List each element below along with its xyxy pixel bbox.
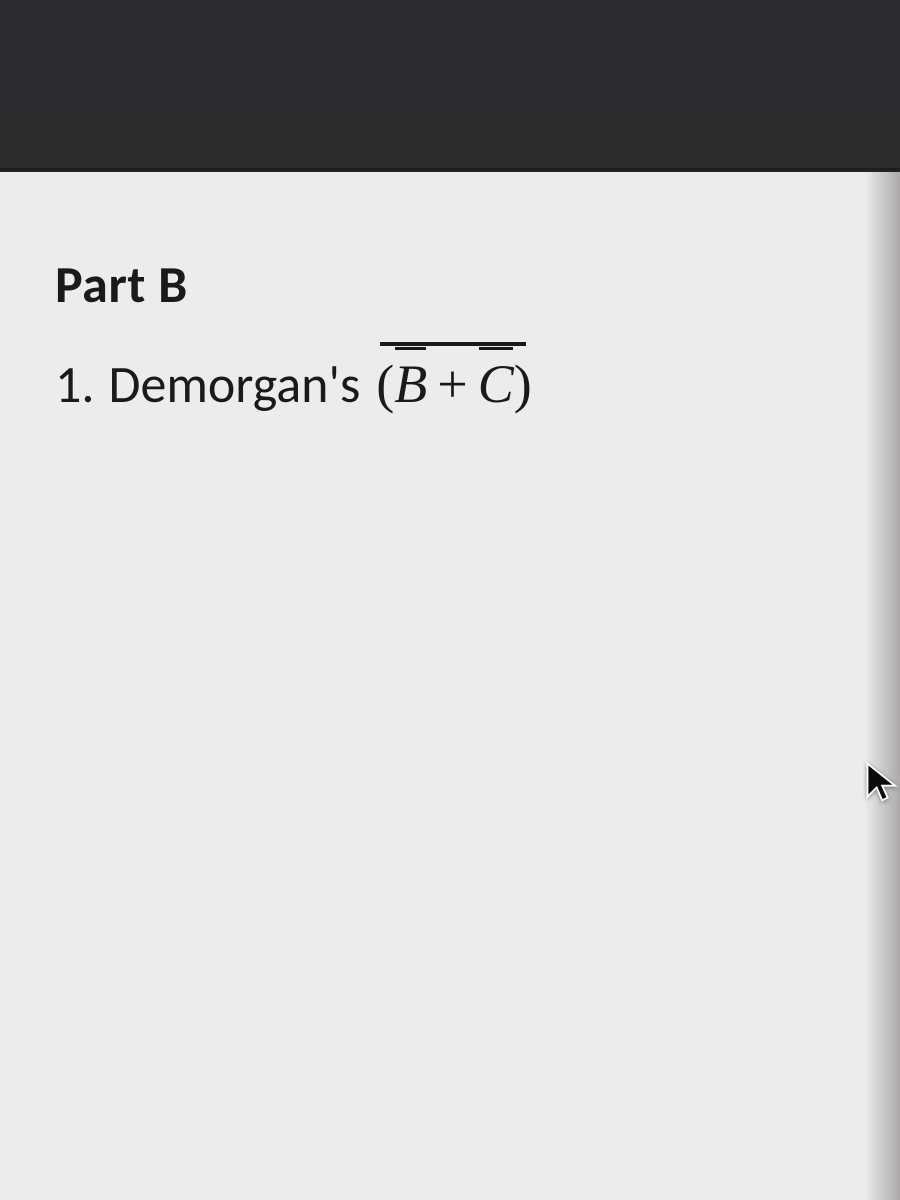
- question-text: Demorgan's: [108, 349, 360, 419]
- question-line: 1. Demorgan's (B+C): [55, 342, 845, 421]
- plus-operator: +: [437, 354, 467, 414]
- question-number: 1.: [55, 349, 94, 419]
- term-c-overlined: C: [478, 348, 514, 421]
- document-page: Part B 1. Demorgan's (B+C): [0, 172, 900, 1200]
- term-b: B: [394, 354, 427, 414]
- close-paren: ): [514, 354, 532, 414]
- term-c: C: [478, 354, 514, 414]
- overline-outer: [380, 342, 525, 346]
- term-b-overlined: B: [394, 348, 427, 421]
- open-paren: (: [376, 354, 394, 414]
- math-expression: (B+C): [376, 342, 531, 421]
- section-heading: Part B: [55, 252, 845, 316]
- window-top-bar: [0, 0, 900, 170]
